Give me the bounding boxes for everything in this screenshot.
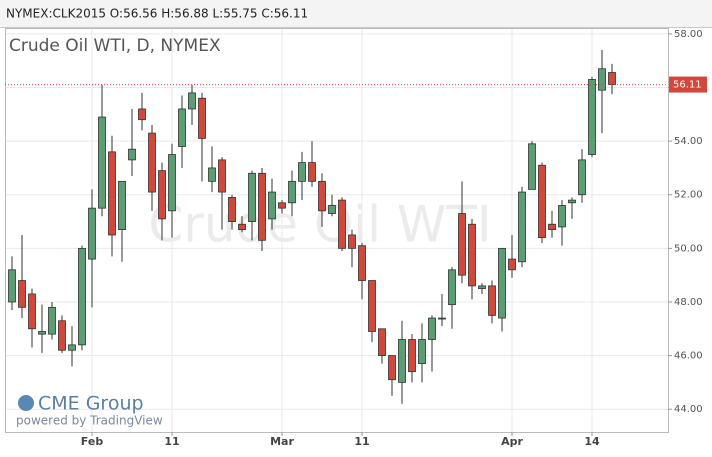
chart-title: Crude Oil WTI, D, NYMEX [9, 36, 221, 56]
candle-body [108, 151, 116, 236]
candle-body [298, 162, 306, 182]
candle-body [318, 180, 326, 212]
candle-body [58, 320, 66, 351]
header-bar [0, 0, 712, 27]
candle-body [28, 293, 36, 330]
candle-body [408, 339, 416, 373]
candle-body [68, 344, 76, 351]
candle-body [328, 205, 336, 214]
candle-body [138, 108, 146, 121]
candle-body [178, 108, 186, 147]
candle-body [548, 223, 556, 230]
x-tick-label: Feb [81, 435, 104, 448]
candle-body [288, 180, 296, 204]
candle-body [538, 164, 546, 239]
candle-body [148, 132, 156, 193]
x-tick-label: 11 [164, 435, 179, 448]
candle-body [578, 159, 586, 196]
logo: CME Group [38, 393, 144, 415]
candle-body [18, 280, 26, 308]
candle-body [448, 269, 456, 306]
candle-body [348, 234, 356, 249]
candle-body [558, 205, 566, 228]
candle-body [518, 191, 526, 263]
candle-body [388, 355, 396, 381]
candle-body [208, 167, 216, 182]
x-tick-label: Apr [501, 435, 523, 448]
candle-body [98, 116, 106, 209]
candle-body [88, 207, 96, 260]
candle-body [168, 154, 176, 212]
candle-body [128, 148, 136, 161]
last-price-box [669, 76, 707, 93]
candle-body [488, 285, 496, 316]
candle-body [478, 285, 486, 289]
candle-body [248, 172, 256, 222]
candle-body [498, 247, 506, 319]
candle-body [428, 317, 436, 340]
candle-body [598, 68, 606, 91]
y-tick-label: 54.00 [674, 136, 703, 147]
logo-icon [18, 395, 34, 411]
candle-body [158, 170, 166, 220]
candle-body [398, 339, 406, 383]
y-tick-label: 44.00 [674, 404, 703, 415]
candle-body [48, 306, 56, 335]
plot-border [5, 28, 669, 433]
header-text: NYMEX:CLK2015 O:56.56 H:56.88 L:55.75 C:… [6, 7, 308, 21]
candle-body [38, 331, 46, 335]
candle-body [588, 79, 596, 155]
candle-body [528, 143, 536, 190]
candle-body [78, 247, 86, 346]
x-tick-label: 11 [354, 435, 369, 448]
x-tick-label: Mar [270, 435, 294, 448]
candle-body [508, 258, 516, 271]
candle-body [228, 197, 236, 222]
candle-body [218, 159, 226, 193]
y-tick-label: 46.00 [674, 351, 703, 362]
credit: powered by TradingView [16, 414, 163, 428]
candle-body [278, 202, 286, 209]
candle-body [468, 223, 476, 287]
candle-body [438, 317, 446, 320]
candle-body [188, 92, 196, 110]
candle-body [338, 199, 346, 249]
y-tick-label: 50.00 [674, 243, 703, 254]
candle-body [378, 328, 386, 356]
y-tick-label: 58.00 [674, 29, 703, 40]
candle-body [238, 223, 246, 230]
candle-body [258, 172, 266, 241]
candle-body [568, 199, 576, 204]
candle-body [608, 72, 616, 85]
candle-body [308, 162, 316, 182]
candle-body [458, 213, 466, 276]
y-tick-label: 52.00 [674, 190, 703, 201]
last-price-label: 56.11 [673, 80, 702, 91]
candle-body [358, 245, 366, 281]
candle-body [198, 97, 206, 139]
x-tick-label: 14 [584, 435, 600, 448]
candle-body [268, 191, 276, 220]
candle-body [418, 339, 426, 365]
candle-body [118, 180, 126, 230]
candle-body [368, 280, 376, 332]
candle-body [8, 269, 16, 303]
y-tick-label: 48.00 [674, 297, 703, 308]
